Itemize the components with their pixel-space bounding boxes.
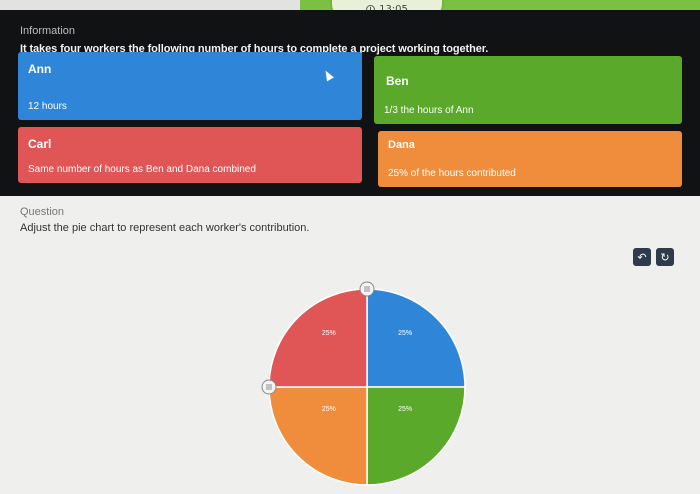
- worker-card-ben: Ben 1/3 the hours of Ann: [374, 56, 682, 124]
- worker-card-dana: Dana 25% of the hours contributed: [378, 131, 682, 187]
- worker-name: Carl: [28, 137, 52, 151]
- timer-text: 13:05: [379, 3, 408, 15]
- worker-card-carl: Carl Same number of hours as Ben and Dan…: [18, 127, 362, 183]
- reset-icon: ↻: [660, 251, 670, 264]
- progress-bar: [300, 0, 700, 10]
- pie-labels: 25% 25% 25% 25%: [322, 330, 412, 413]
- worker-detail: 25% of the hours contributed: [388, 168, 516, 179]
- pie-slice-ben: [366, 386, 466, 486]
- worker-name: Ann: [28, 62, 52, 76]
- worker-name: Ben: [386, 74, 409, 88]
- pie-slice-label: 25%: [322, 330, 336, 337]
- worker-card-ann: Ann 12 hours: [18, 52, 362, 120]
- worker-detail: 12 hours: [28, 101, 67, 112]
- undo-button[interactable]: ↶: [633, 248, 651, 266]
- pie-slice-dana: [268, 386, 368, 486]
- question-label: Question: [20, 206, 65, 218]
- reset-button[interactable]: ↻: [656, 248, 674, 266]
- pie-slices: [268, 288, 466, 486]
- pie-handles[interactable]: [261, 281, 375, 395]
- pie-slice-ann: [366, 288, 466, 388]
- pie-slice-carl: [268, 288, 368, 388]
- pie-slice-label: 25%: [322, 406, 336, 413]
- pie-slice-label: 25%: [398, 330, 412, 337]
- worker-detail: 1/3 the hours of Ann: [384, 105, 474, 116]
- information-label: Information: [20, 25, 76, 37]
- worker-detail: Same number of hours as Ben and Dana com…: [28, 164, 256, 175]
- pie-slice-label: 25%: [398, 406, 412, 413]
- question-text: Adjust the pie chart to represent each w…: [20, 222, 310, 234]
- worker-name: Dana: [388, 139, 415, 151]
- undo-icon: ↶: [637, 251, 647, 264]
